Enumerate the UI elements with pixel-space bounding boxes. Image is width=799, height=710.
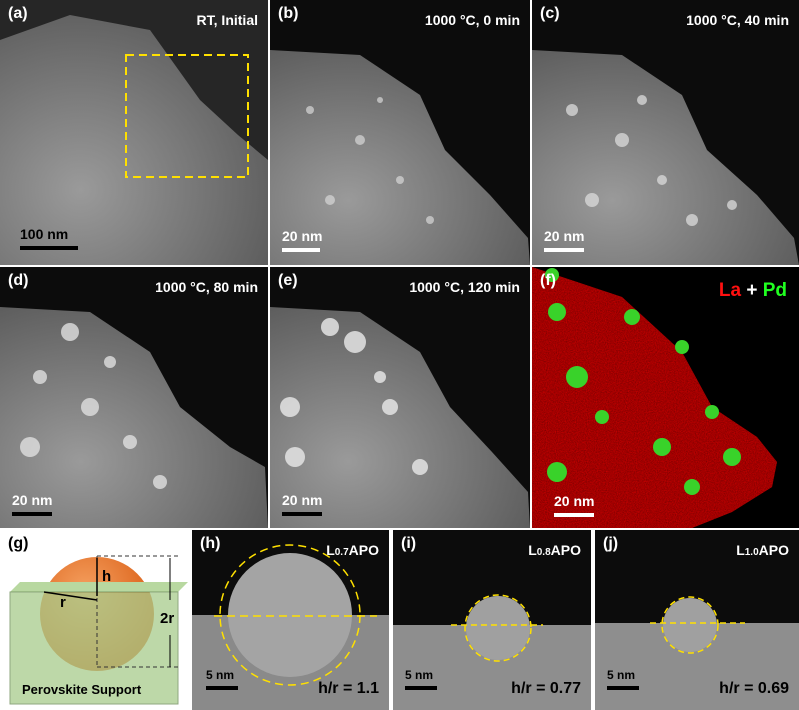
image bbox=[270, 307, 530, 528]
scale-bar-label: 20 nm bbox=[544, 228, 585, 244]
legend-pd: Pd bbox=[762, 280, 787, 301]
scale-bar-label: 20 nm bbox=[282, 228, 323, 244]
legend-la: La bbox=[718, 280, 742, 301]
panel-label: (e) bbox=[278, 272, 298, 289]
ratio: h/r = 0.69 bbox=[719, 680, 789, 697]
image bbox=[0, 0, 268, 265]
r-label: r bbox=[60, 594, 66, 611]
ratio: h/r = 1.1 bbox=[318, 680, 379, 697]
panel-h: (h) L0.7APO 5 nm h/r = 1.1 bbox=[192, 530, 389, 710]
sample: L1.0APO bbox=[736, 542, 789, 558]
scale-bar-label: 5 nm bbox=[607, 668, 636, 682]
panel-label: (j) bbox=[603, 535, 619, 552]
panel-j: (j) L1.0APO 5 nm h/r = 0.69 bbox=[595, 530, 799, 710]
image bbox=[393, 594, 591, 710]
support-label: Perovskite Support bbox=[22, 682, 142, 697]
panel-label: (h) bbox=[200, 535, 221, 552]
panel-label: (c) bbox=[540, 5, 560, 22]
image bbox=[0, 307, 268, 528]
panel-i: (i) L0.8APO 5 nm h/r = 0.77 bbox=[393, 530, 591, 710]
scale-bar-label: 5 nm bbox=[405, 668, 434, 682]
panel-label: (d) bbox=[8, 272, 29, 289]
image bbox=[192, 544, 389, 710]
sample-l: L bbox=[736, 542, 745, 558]
sample-apo: APO bbox=[348, 542, 379, 558]
legend-plus: + bbox=[746, 280, 758, 301]
panel-e: (e) 1000 °C, 120 min 20 nm bbox=[270, 267, 530, 528]
panel-d: (d) 1000 °C, 80 min 20 nm bbox=[0, 267, 268, 528]
panel-f: (f) La + Pd 20 nm bbox=[532, 267, 799, 528]
sample: L0.7APO bbox=[326, 542, 379, 558]
scale-bar-label: 20 nm bbox=[282, 492, 323, 508]
schematic bbox=[9, 555, 188, 705]
sample-x: 0.8 bbox=[536, 547, 551, 558]
caption: 1000 °C, 120 min bbox=[409, 279, 520, 295]
panel-label: (b) bbox=[278, 5, 299, 22]
scale-bar-label: 5 nm bbox=[206, 668, 235, 682]
panel-label: (f) bbox=[540, 272, 556, 289]
sample-x: 0.7 bbox=[334, 547, 349, 558]
sample-x: 1.0 bbox=[744, 547, 759, 558]
caption: RT, Initial bbox=[196, 12, 258, 28]
panel-c: (c) 1000 °C, 40 min 20 nm bbox=[532, 0, 799, 265]
panel-b: (b) 1000 °C, 0 min 20 nm bbox=[270, 0, 530, 265]
image bbox=[595, 596, 799, 710]
scale-bar-label: 20 nm bbox=[554, 493, 595, 509]
panel-label: (g) bbox=[8, 535, 29, 552]
ratio: h/r = 0.77 bbox=[511, 680, 581, 697]
image bbox=[270, 50, 530, 265]
sample: L0.8APO bbox=[528, 542, 581, 558]
scale-bar-label: 20 nm bbox=[12, 492, 53, 508]
panel-label: (a) bbox=[8, 5, 28, 22]
panel-g: (g) h r 2r Perovskite Support bbox=[0, 530, 188, 710]
sample-l: L bbox=[528, 542, 537, 558]
scale-bar-label: 100 nm bbox=[20, 226, 69, 242]
legend: La + Pd bbox=[719, 280, 787, 302]
2r-label: 2r bbox=[160, 610, 175, 627]
image bbox=[532, 50, 799, 265]
image bbox=[532, 267, 777, 528]
sample-apo: APO bbox=[550, 542, 581, 558]
h-label: h bbox=[102, 568, 112, 585]
panel-a: (a) RT, Initial 100 nm bbox=[0, 0, 268, 265]
caption: 1000 °C, 40 min bbox=[686, 12, 789, 28]
caption: 1000 °C, 0 min bbox=[424, 12, 520, 28]
sample-apo: APO bbox=[758, 542, 789, 558]
panel-label: (i) bbox=[401, 535, 417, 552]
sample-l: L bbox=[326, 542, 335, 558]
caption: 1000 °C, 80 min bbox=[155, 279, 258, 295]
